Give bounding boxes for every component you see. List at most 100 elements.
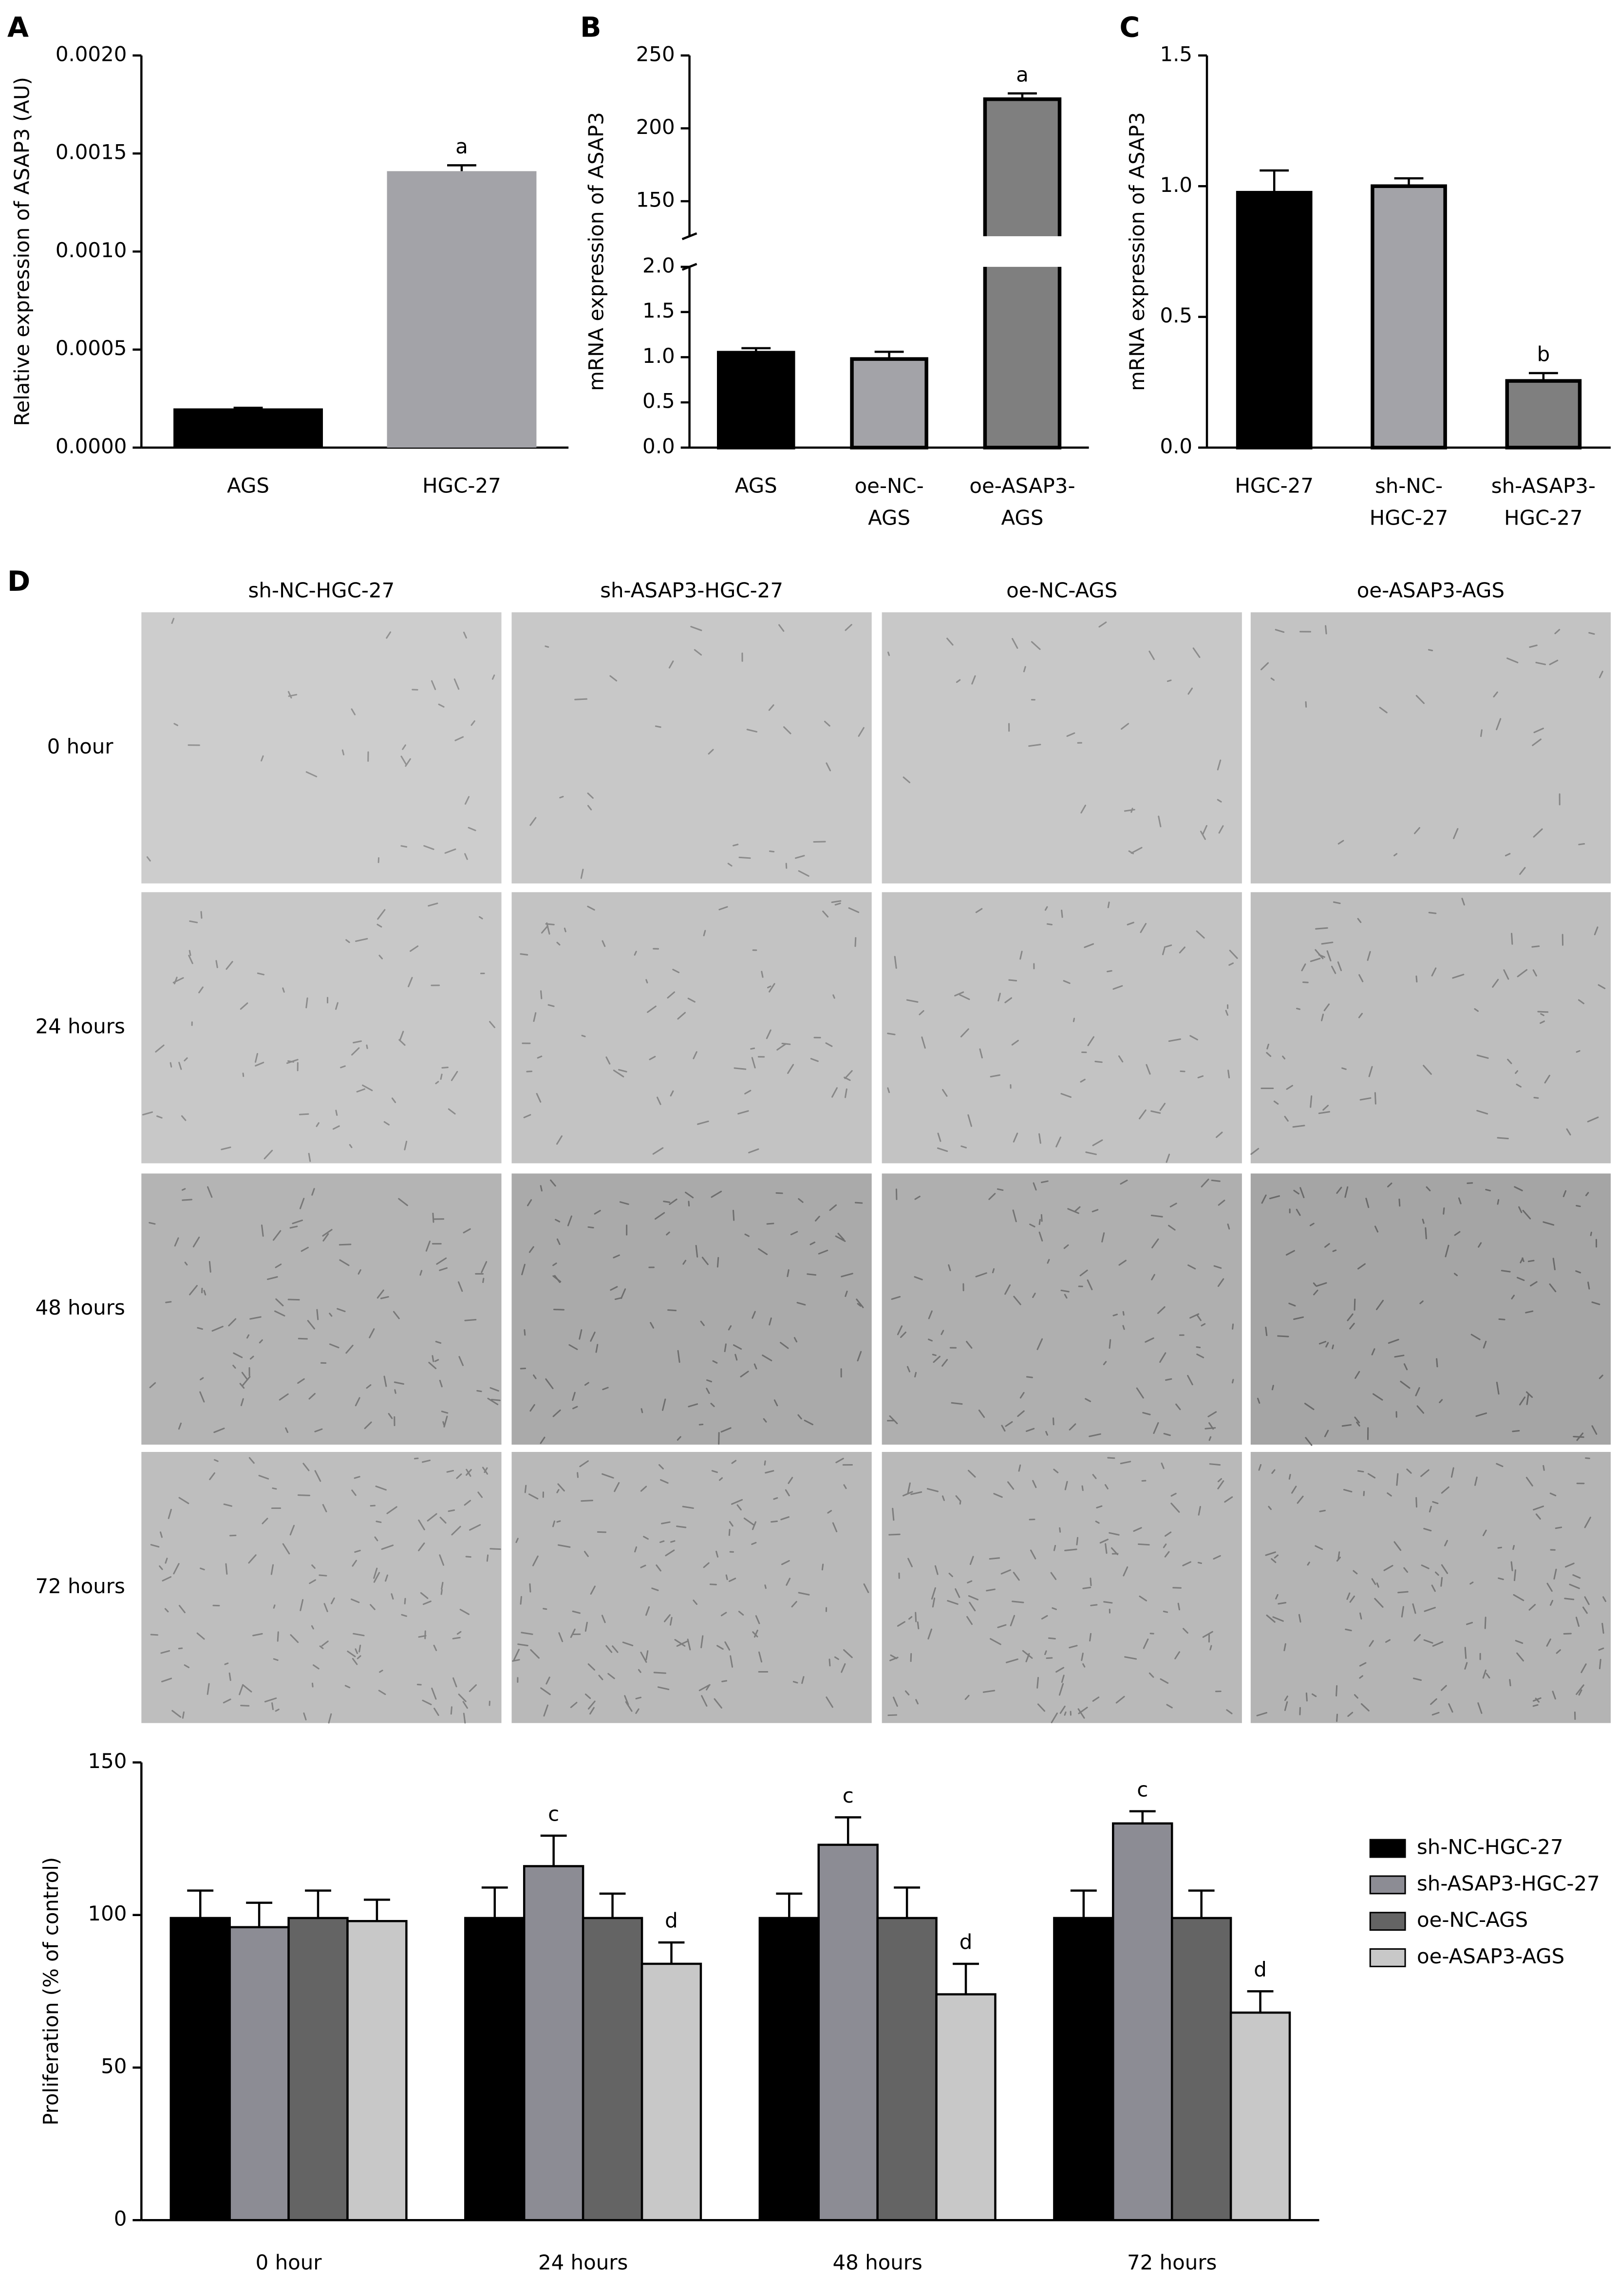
cell (552, 1520, 555, 1527)
cell (762, 1355, 772, 1361)
cell (640, 1408, 643, 1413)
cell (1432, 1501, 1439, 1505)
cell (701, 1257, 709, 1265)
bar (983, 97, 1062, 450)
cell (1576, 1050, 1580, 1053)
cell (1464, 1662, 1468, 1670)
cell (1084, 943, 1094, 948)
cell (311, 1682, 314, 1688)
cell (907, 1558, 913, 1567)
cell (821, 1563, 824, 1571)
cell (537, 1055, 543, 1059)
cell (1564, 1598, 1575, 1600)
cell (1388, 1338, 1399, 1344)
cell (1458, 1197, 1462, 1204)
cell (1321, 1014, 1324, 1021)
cell (824, 720, 830, 727)
cell (1291, 1486, 1297, 1494)
cell (213, 1459, 219, 1462)
cell (323, 1603, 328, 1613)
cell (1010, 1615, 1016, 1627)
cell (556, 1520, 561, 1523)
cell (1511, 1295, 1515, 1299)
cell (667, 991, 676, 999)
cell (305, 771, 318, 777)
cell (1365, 1198, 1370, 1208)
y-tick-label: 0 (114, 2207, 127, 2231)
cell (857, 1351, 862, 1362)
bar (346, 1920, 408, 2221)
cell (524, 1485, 527, 1493)
cell (1376, 1582, 1379, 1588)
cell (1120, 1461, 1131, 1465)
microscopy-image (882, 892, 1242, 1164)
cell (1013, 1132, 1018, 1143)
cell (345, 939, 350, 943)
cell (1170, 1493, 1177, 1497)
cell (1530, 1281, 1538, 1287)
cell (1019, 1392, 1025, 1399)
cell (273, 1604, 276, 1609)
cell (1139, 1595, 1148, 1601)
panel-label: D (7, 565, 30, 598)
cell (452, 1637, 461, 1639)
cell (888, 1533, 901, 1536)
legend-swatch (1369, 1839, 1406, 1858)
cell (728, 1578, 736, 1582)
cell (1575, 1617, 1580, 1627)
cell (263, 1149, 273, 1160)
cell (1525, 1391, 1533, 1398)
error-bar (364, 1899, 390, 1921)
cell (645, 1650, 649, 1660)
cell (261, 755, 264, 762)
cell (1584, 1516, 1591, 1528)
cell (1069, 1423, 1076, 1430)
microscopy-image (882, 612, 1242, 884)
cell (990, 1638, 1001, 1645)
cell (1401, 1606, 1404, 1618)
cell (848, 907, 860, 913)
cell (1349, 1595, 1355, 1603)
cell (1153, 1422, 1159, 1434)
error-bar (305, 1889, 331, 1918)
cell (1047, 1259, 1050, 1264)
cell (917, 1621, 920, 1630)
cell (446, 1469, 454, 1473)
cell (441, 1581, 444, 1590)
cell (788, 1477, 793, 1484)
cell (771, 1520, 778, 1523)
cell (258, 1475, 269, 1480)
cell (464, 796, 470, 805)
error-bar (481, 1886, 508, 1918)
cell (798, 870, 809, 877)
cell (645, 979, 648, 984)
bar (876, 1917, 938, 2221)
cell (1552, 1258, 1556, 1271)
cell (1112, 985, 1123, 990)
panel-label: A (7, 12, 29, 44)
cell (159, 1565, 163, 1570)
cell (716, 1645, 724, 1650)
column-label: oe-NC-AGS (1006, 579, 1117, 602)
error-bar (894, 1886, 921, 1918)
cell (173, 1563, 180, 1575)
cell (1124, 809, 1135, 812)
cell (697, 1120, 709, 1125)
cell (1227, 1070, 1230, 1078)
cell (1032, 1293, 1036, 1298)
cell (156, 1115, 163, 1119)
cell (289, 1225, 298, 1229)
cell (373, 1567, 378, 1579)
cell (677, 1012, 686, 1020)
cell (656, 1564, 661, 1572)
cell (196, 1632, 205, 1640)
cell (1358, 1013, 1363, 1018)
cell (1040, 1214, 1043, 1222)
cell (1506, 657, 1519, 663)
cell (828, 1658, 831, 1667)
y-tick-label: 1.5 (1160, 42, 1192, 66)
cell (1514, 1186, 1523, 1191)
cell (1482, 1669, 1486, 1679)
cell (1345, 1628, 1352, 1632)
cell (1064, 1481, 1068, 1490)
